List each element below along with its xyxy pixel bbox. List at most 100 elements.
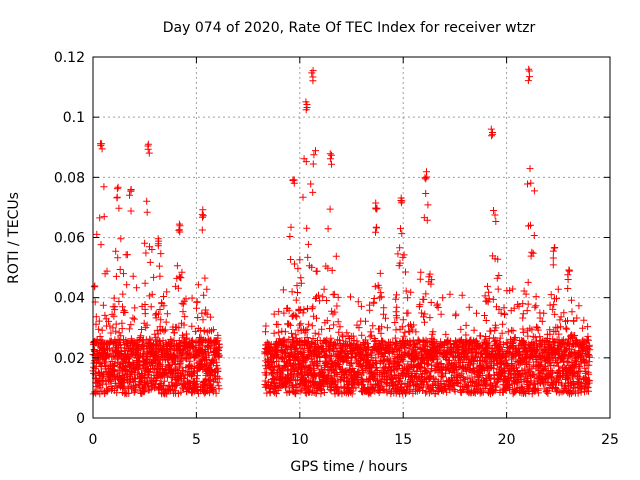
data-point (209, 326, 217, 334)
data-point (326, 150, 334, 158)
data-point (373, 224, 381, 232)
data-point (288, 288, 296, 296)
data-point (444, 360, 452, 368)
data-point (422, 175, 430, 183)
data-point (434, 304, 442, 311)
data-point (396, 244, 404, 252)
data-point (549, 254, 557, 262)
data-point (554, 285, 562, 293)
data-point (116, 266, 124, 273)
data-point (484, 282, 491, 290)
x-axis-label: GPS time / hours (290, 459, 407, 475)
data-point (110, 312, 118, 320)
data-point (93, 230, 101, 238)
data-point (524, 180, 531, 188)
data-point (491, 211, 499, 219)
data-point (333, 371, 341, 378)
data-point (437, 310, 445, 318)
data-point (331, 390, 339, 398)
data-point (320, 389, 328, 396)
data-point (113, 185, 121, 193)
data-point (120, 384, 128, 392)
data-point (519, 328, 527, 336)
data-point (191, 327, 199, 335)
data-point (126, 191, 133, 199)
data-point (261, 377, 269, 385)
data-point (342, 337, 350, 345)
data-point (422, 190, 430, 197)
data-point (296, 256, 304, 264)
data-point (272, 390, 280, 398)
x-tick-labels: 0 5 10 15 20 25 (89, 432, 619, 448)
data-point (160, 377, 168, 385)
data-point (398, 230, 406, 238)
y-tick-label: 0.12 (54, 50, 85, 66)
data-point (214, 367, 222, 375)
data-point (270, 329, 278, 337)
data-point (315, 330, 323, 338)
data-point (304, 253, 312, 261)
data-point (393, 366, 401, 374)
data-point (114, 183, 122, 191)
data-point (107, 329, 115, 337)
data-point (406, 345, 414, 353)
data-point (177, 388, 185, 396)
data-point (477, 332, 484, 340)
data-point (416, 275, 424, 283)
data-point (297, 320, 305, 328)
data-point (360, 369, 368, 377)
data-point (540, 309, 548, 317)
data-point (355, 324, 363, 332)
data-point (312, 147, 319, 155)
data-point (263, 371, 270, 379)
data-point (383, 324, 391, 332)
data-point (427, 280, 435, 288)
data-point (485, 288, 493, 296)
data-point (473, 309, 480, 317)
data-point (308, 338, 316, 346)
data-point (100, 213, 108, 221)
x-tick-label: 15 (394, 432, 412, 448)
data-point (106, 322, 114, 330)
data-point (532, 302, 540, 310)
data-point (215, 375, 223, 383)
data-point (397, 225, 404, 233)
data-point (487, 125, 495, 133)
data-point (203, 357, 211, 365)
data-point (293, 313, 301, 321)
data-point (154, 356, 162, 364)
data-point (186, 357, 194, 365)
data-point (353, 337, 361, 345)
data-point (127, 321, 135, 329)
data-point (120, 307, 128, 315)
data-point (421, 310, 429, 318)
data-point (95, 325, 103, 333)
data-point (91, 282, 99, 290)
data-point (177, 274, 185, 282)
data-point (293, 282, 301, 290)
data-point (296, 321, 303, 329)
data-point (99, 301, 107, 309)
data-point (564, 285, 572, 292)
data-point (96, 333, 104, 340)
data-point (112, 327, 120, 335)
data-point (327, 334, 335, 342)
data-point (450, 386, 458, 393)
data-point (382, 380, 390, 388)
data-point (487, 327, 495, 335)
data-point (110, 366, 118, 374)
data-point (509, 327, 517, 335)
data-point (157, 250, 165, 258)
data-point (437, 360, 445, 367)
data-point (287, 223, 295, 231)
data-point (112, 320, 120, 328)
data-point (199, 212, 207, 220)
data-point (97, 140, 104, 148)
data-point (117, 332, 125, 340)
data-point (294, 355, 302, 363)
data-point (303, 224, 311, 232)
data-point (519, 314, 527, 322)
data-point (526, 165, 534, 173)
data-point (161, 326, 169, 334)
data-point (367, 331, 375, 339)
